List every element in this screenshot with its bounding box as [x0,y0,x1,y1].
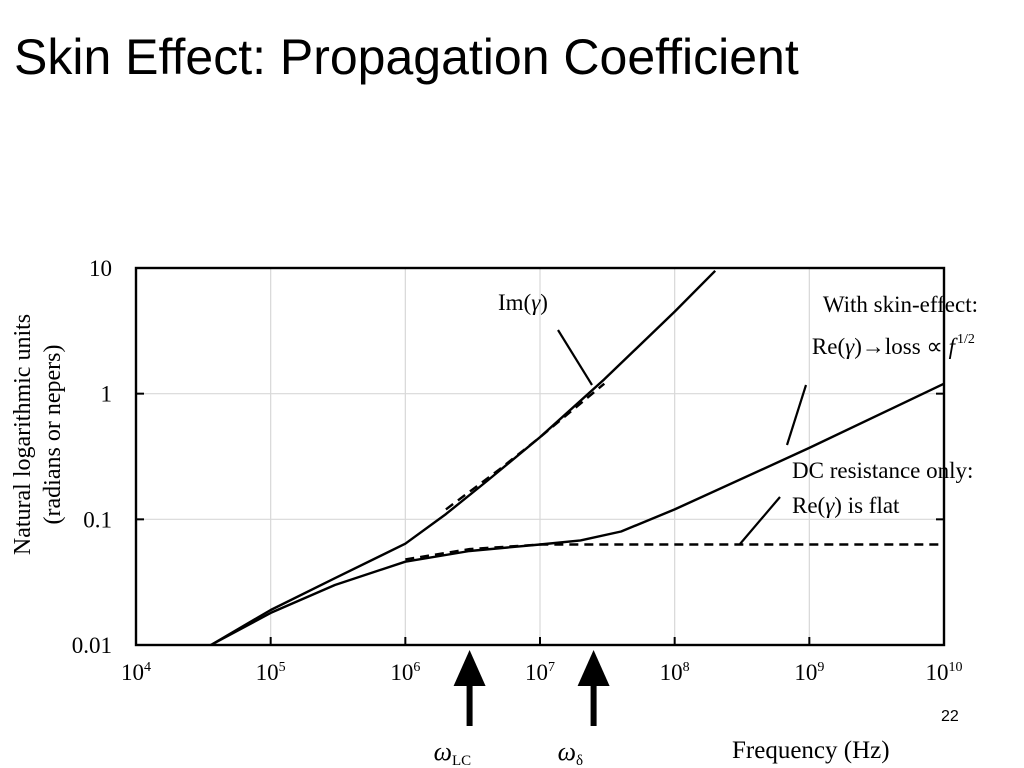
marker-omega-delta: ωδ [558,650,610,768]
marker-arrow-shaft [590,684,597,726]
dc-only-label-line1: DC resistance only: [792,458,973,483]
x-tick-label-base: 10 [390,660,413,685]
tick-marks [135,267,945,646]
y-tick-labels: 10 1 0.1 0.01 [72,256,112,658]
skin-effect-label-line1: With skin-effect: [823,292,978,317]
x-tick-label-0: 104 [121,660,151,685]
annotation-fragment: Im( [498,290,531,315]
frequency-markers: ωLC ωδ [434,650,610,768]
marker-omega-lc: ωLC [434,650,486,768]
axis-labels: Frequency (Hz) Natural logarithmic units(… [10,314,890,764]
x-tick-label-5: 109 [794,660,824,685]
dc-only-label-line2: Re(γ) is flat [792,493,900,518]
x-tick-label-exponent: 7 [548,660,555,675]
slide-title: Skin Effect: Propagation Coefficient [14,29,799,85]
x-tick-label-base: 10 [926,660,949,685]
gridlines [136,268,944,645]
marker-label: ωLC [434,737,472,768]
x-tick-label-4: 108 [660,660,690,685]
y-tick-label-2: 0.1 [83,507,112,532]
x-tick-label-base: 10 [660,660,683,685]
annotation-fragment: γ [825,493,835,518]
x-tick-label-2: 106 [390,660,420,685]
y-tick-label-3: 0.01 [72,633,112,658]
x-axis-label: Frequency (Hz) [732,737,890,764]
marker-arrow-head [453,650,486,686]
x-tick-label-1: 105 [256,660,286,685]
x-tick-label-3: 107 [525,660,555,685]
annotation-fragment: γ [531,290,541,315]
x-tick-label-base: 10 [525,660,548,685]
skin-effect-leader-line [785,384,808,446]
annotation-fragment: Re( [812,334,845,359]
y-axis-label-line1: Natural logarithmic units [10,314,36,555]
annotations: Im(γ) With skin-effect:Re(γ)→loss ∝ f 1/2D… [498,290,978,518]
annotation-fragment: ) is flat [834,493,900,518]
slide-number: 22 [941,708,959,725]
marker-subscript: δ [576,753,583,768]
annotation-fragment: γ [845,334,855,359]
im-gamma-label: Im(γ) [498,290,548,315]
y-tick-label-0: 10 [89,256,112,281]
x-tick-label-base: 10 [121,660,144,685]
marker-arrow-head [577,650,610,686]
marker-symbol: ω [434,737,452,766]
x-tick-label-exponent: 9 [817,660,824,675]
annotation-fragment: Re( [792,493,825,518]
x-tick-label-exponent: 4 [144,660,151,675]
annotation-fragment: ) [540,290,548,315]
marker-symbol: ω [558,737,576,766]
x-tick-label-6: 1010 [926,660,963,685]
annotation-leaders [557,329,808,545]
x-tick-label-exponent: 10 [949,660,963,675]
skin-effect-label-line2: Re(γ)→loss ∝ f [812,334,959,359]
y-tick-label-1: 1 [101,382,113,407]
series-re-gamma-dc-only [405,543,944,561]
x-tick-label-base: 10 [256,660,279,685]
x-tick-label-exponent: 6 [413,660,420,675]
annotation-fragment: f [949,334,959,359]
x-tick-label-exponent: 8 [683,660,690,675]
curves [210,269,945,647]
annotation-fragment: )→loss ∝ [854,334,948,359]
im-leader-line [557,329,593,386]
y-axis-label-line2: (radians or nepers) [40,345,66,525]
series-im-gamma [210,269,717,647]
skin-effect-exponent: 1/2 [957,332,975,347]
series-im-gamma-asymptote [445,382,606,511]
x-tick-label-base: 10 [794,660,817,685]
x-tick-labels: 104 105 106 107 108 109 1010 [121,660,963,685]
marker-label: ωδ [558,737,583,768]
marker-arrow-shaft [466,684,473,726]
marker-subscript: LC [452,753,471,768]
x-tick-label-exponent: 5 [279,660,286,675]
dc-only-leader-line [739,496,781,545]
